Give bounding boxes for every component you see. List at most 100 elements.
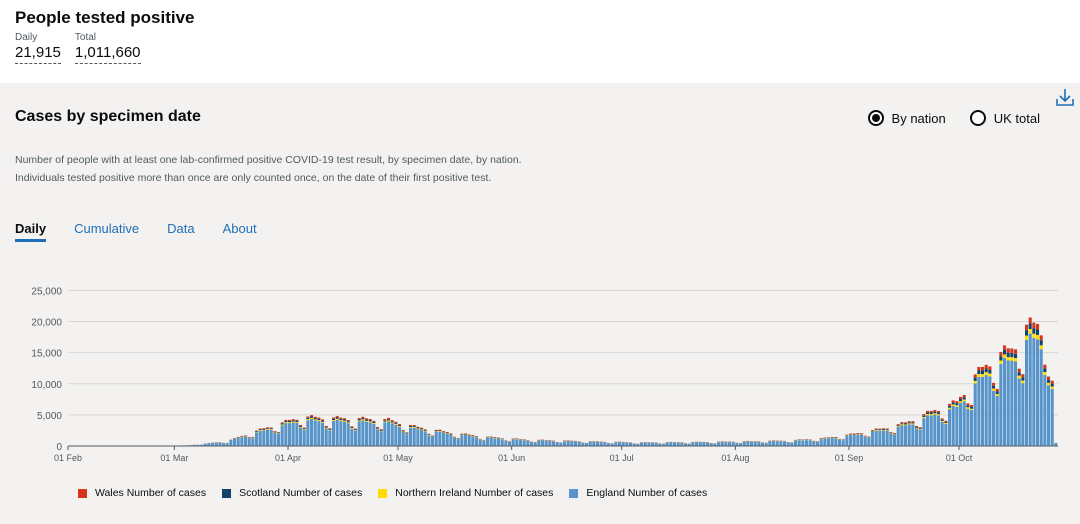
bar-segment — [420, 429, 424, 430]
bar-segment — [306, 419, 310, 421]
bar-segment — [937, 415, 941, 446]
bar-segment — [933, 410, 937, 412]
legend-item-england[interactable]: England Number of cases — [569, 487, 707, 499]
tab-cumulative[interactable]: Cumulative — [74, 221, 140, 236]
bar-segment — [940, 419, 944, 421]
bar-segment — [1028, 329, 1032, 334]
bar-segment — [1032, 338, 1036, 446]
bar-segment — [764, 443, 768, 446]
bar-segment — [273, 432, 277, 433]
bar-segment — [291, 422, 295, 446]
headline-title: People tested positive — [15, 8, 195, 27]
metric-total-value[interactable]: 1,011,660 — [74, 44, 141, 64]
bar-segment — [1006, 360, 1010, 446]
bar-segment — [258, 430, 262, 446]
bar-segment — [200, 444, 204, 446]
download-icon[interactable] — [1054, 86, 1076, 108]
bar-segment — [856, 433, 860, 434]
bar-segment — [911, 424, 915, 446]
bar-segment — [871, 432, 875, 446]
bar-segment — [1010, 352, 1014, 358]
bar-segment — [376, 428, 380, 430]
bar-segment — [574, 441, 578, 446]
bar-segment — [1039, 335, 1043, 341]
bar-segment — [332, 421, 336, 446]
bar-segment — [970, 410, 974, 446]
bar-segment — [852, 433, 856, 435]
bar-segment — [922, 417, 926, 419]
bar-segment — [255, 430, 259, 432]
bar-segment — [269, 429, 273, 430]
bar-segment — [1028, 317, 1032, 324]
bar-segment — [394, 423, 398, 425]
bar-segment — [893, 434, 897, 446]
bar-segment — [907, 421, 911, 423]
tab-about[interactable]: About — [222, 221, 257, 236]
bar-segment — [680, 442, 684, 446]
legend-item-wales[interactable]: Wales Number of cases — [78, 487, 206, 499]
bar-segment — [379, 429, 383, 430]
bar-segment — [959, 401, 963, 403]
bar-segment — [944, 421, 948, 424]
bar-segment — [900, 425, 904, 446]
bar-segment — [559, 442, 563, 446]
bar-segment — [434, 431, 438, 432]
legend-item-northern-ireland[interactable]: Northern Ireland Number of cases — [378, 487, 553, 499]
bar-segment — [1028, 333, 1032, 446]
bar-segment — [944, 423, 948, 424]
bar-segment — [706, 442, 710, 446]
metric-daily-value[interactable]: 21,915 — [15, 44, 61, 64]
metric-daily-label: Daily — [15, 32, 38, 43]
bar-segment — [926, 412, 930, 415]
radio-uk-total[interactable]: UK total — [969, 110, 1040, 126]
bar-segment — [266, 427, 270, 429]
bar-segment — [486, 437, 490, 446]
bar-segment — [871, 430, 875, 431]
bar-segment — [328, 429, 332, 431]
bar-segment — [1006, 348, 1010, 353]
bar-segment — [640, 442, 644, 446]
radio-by-nation-circle[interactable] — [867, 110, 884, 126]
bar-segment — [959, 399, 963, 402]
bar-segment — [383, 422, 387, 446]
tab-data[interactable]: Data — [167, 221, 195, 236]
bar-segment — [335, 419, 339, 446]
bar-segment — [269, 429, 273, 446]
bar-segment — [423, 430, 427, 432]
radio-by-nation-label[interactable]: By nation — [891, 110, 946, 126]
bar-segment — [951, 404, 955, 407]
bar-segment — [262, 428, 266, 429]
bar-segment — [302, 428, 306, 430]
bar-segment — [288, 423, 292, 446]
bar-segment — [214, 442, 218, 446]
radio-by-nation[interactable]: By nation — [867, 110, 946, 126]
bar-segment — [383, 421, 387, 423]
bar-segment — [420, 428, 424, 430]
bar-segment — [882, 429, 886, 430]
bar-segment — [995, 388, 999, 392]
legend-item-scotland[interactable]: Scotland Number of cases — [222, 487, 362, 499]
bar-segment — [269, 428, 273, 430]
bar-segment — [434, 431, 438, 446]
tab-daily[interactable]: Daily — [15, 221, 47, 242]
bar-segment — [471, 436, 475, 446]
radio-uk-total-circle[interactable] — [969, 110, 986, 126]
bar-segment — [995, 391, 999, 395]
bar-segment — [409, 427, 413, 446]
radio-uk-total-label[interactable]: UK total — [993, 110, 1040, 126]
bar-segment — [541, 440, 545, 446]
bar-segment — [203, 443, 207, 446]
bar-segment — [310, 417, 314, 419]
metric-daily[interactable]: Daily 21,915 — [15, 32, 61, 64]
bar-segment — [937, 412, 941, 415]
bar-segment — [614, 442, 618, 446]
bar-segment — [361, 420, 365, 446]
bar-segment — [599, 442, 603, 446]
metric-total[interactable]: Total 1,011,660 — [74, 32, 141, 64]
bar-segment — [401, 430, 405, 432]
bar-segment — [739, 443, 743, 446]
bar-segment — [262, 430, 266, 446]
bar-segment — [669, 442, 673, 446]
bar-segment — [1039, 345, 1043, 350]
bar-segment — [280, 425, 284, 446]
